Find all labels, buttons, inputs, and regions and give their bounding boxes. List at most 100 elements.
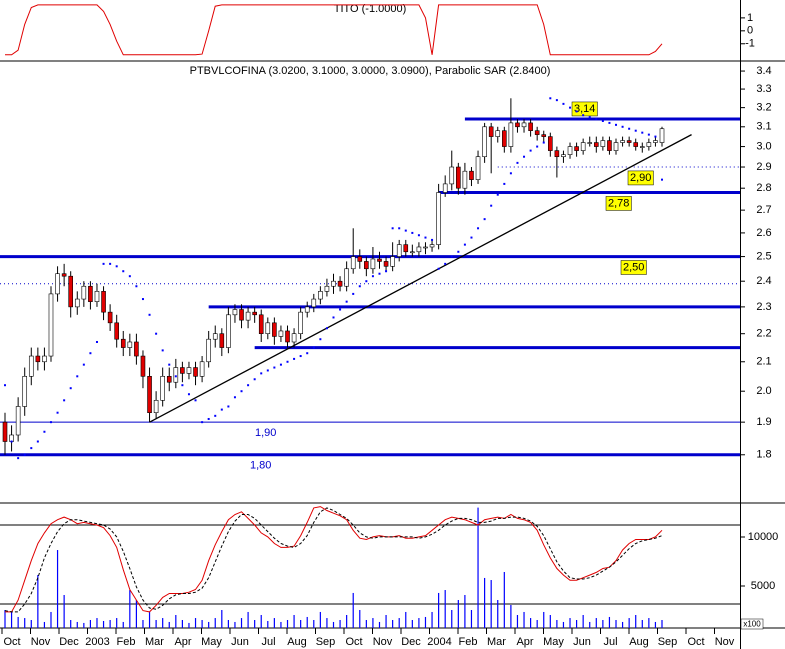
sar-dot (615, 123, 618, 126)
sar-dot (628, 127, 631, 130)
level-label-box (605, 196, 632, 211)
x-tick-label: Apr (174, 636, 191, 648)
candle-body (101, 291, 106, 313)
x-tick-label: Oct (3, 636, 20, 648)
y-tick-label: 10000 (748, 531, 779, 543)
candle-body (475, 156, 481, 180)
y-tick-label: 1.8 (756, 449, 771, 461)
sar-dot (233, 396, 236, 399)
y-tick-label: 2.7 (756, 204, 771, 216)
candle-body (206, 338, 211, 363)
candle-body (344, 268, 349, 287)
level-label: 2,78 (608, 197, 629, 209)
y-tick-label: 2.6 (756, 227, 771, 239)
y-tick-label: 0 (747, 25, 753, 37)
sar-dot (253, 378, 256, 381)
oscillator-line (4, 507, 663, 613)
level-label: 1,80 (250, 460, 271, 472)
sar-dot (220, 408, 223, 411)
x-tick-label: Oct (687, 636, 704, 648)
sar-dot (549, 97, 552, 100)
candle-body (114, 322, 119, 340)
sar-dot (529, 149, 532, 152)
candle-body (140, 355, 146, 377)
sar-dot (286, 360, 289, 363)
x-tick-label: Nov (373, 636, 393, 648)
candle-body (449, 166, 455, 185)
candle-body (377, 258, 382, 262)
candle-body (219, 333, 225, 348)
level-label: 3,14 (574, 103, 595, 115)
sar-dot (582, 114, 585, 117)
x-tick-label: Aug (629, 636, 649, 648)
sar-dot (503, 182, 506, 185)
sar-dot (542, 141, 545, 144)
candle-body (304, 306, 310, 313)
sar-dot (411, 231, 414, 234)
candle-body (278, 330, 284, 337)
candle-body (633, 142, 639, 147)
sar-dot (10, 440, 13, 443)
candle-body (554, 150, 560, 158)
candle-body (462, 170, 468, 189)
candle-body (42, 355, 47, 363)
candle-body (521, 122, 527, 128)
candle-body (653, 140, 658, 143)
sar-dot (569, 106, 572, 109)
candle-body (120, 338, 126, 348)
candle-body (357, 256, 363, 262)
y-tick-label: 1 (747, 12, 753, 24)
sar-dot (444, 262, 447, 265)
sar-dot (339, 308, 342, 311)
sar-dot (128, 275, 131, 278)
candle-body (15, 406, 21, 436)
sar-dot (352, 292, 355, 295)
y-tick-label: 2.9 (756, 161, 771, 173)
candle-body (541, 134, 547, 137)
sar-dot (457, 250, 460, 253)
candle-body (127, 341, 133, 348)
sar-dot (654, 135, 657, 138)
x-tick-label: 2003 (85, 636, 109, 648)
candle-body (659, 128, 665, 143)
candle-body (199, 361, 205, 377)
sar-dot (227, 405, 230, 408)
y-tick-label: 2.5 (756, 250, 771, 262)
sar-dot (385, 270, 388, 273)
level-label-group: 1,80 (250, 460, 271, 472)
sar-dot (194, 399, 197, 402)
level-label-group: 2,78 (605, 196, 632, 211)
candle-body (429, 244, 435, 248)
candle-body (403, 244, 409, 253)
sar-dot (36, 440, 39, 443)
y-tick-label: 2.1 (756, 356, 771, 368)
candle-body (291, 333, 297, 343)
sar-dot (240, 390, 243, 393)
sar-dot (49, 421, 52, 424)
y-tick-label: 2.4 (756, 275, 771, 287)
candle-body (252, 311, 257, 316)
sar-dot (621, 125, 624, 128)
sar-dot (463, 243, 466, 246)
candle-body (180, 367, 185, 374)
sar-dot (312, 346, 315, 349)
sar-dot (345, 300, 348, 303)
y-tick-label: 2.8 (756, 182, 771, 194)
x-tick-label: Sep (316, 636, 336, 648)
candle-body (456, 166, 461, 189)
candle-body (324, 285, 330, 292)
y-tick-label: -1 (745, 38, 755, 50)
candle-body (258, 314, 264, 335)
sar-dot (168, 363, 171, 366)
candle-body (107, 311, 113, 324)
unit-box (740, 618, 764, 630)
candle-body (423, 246, 428, 249)
candle-body (587, 142, 593, 144)
sar-dot (536, 145, 539, 148)
candle-body (600, 140, 606, 147)
x-tick-label: Sep (658, 636, 678, 648)
sar-dot (122, 270, 125, 273)
candle-body (337, 280, 343, 287)
sar-dot (266, 369, 269, 372)
